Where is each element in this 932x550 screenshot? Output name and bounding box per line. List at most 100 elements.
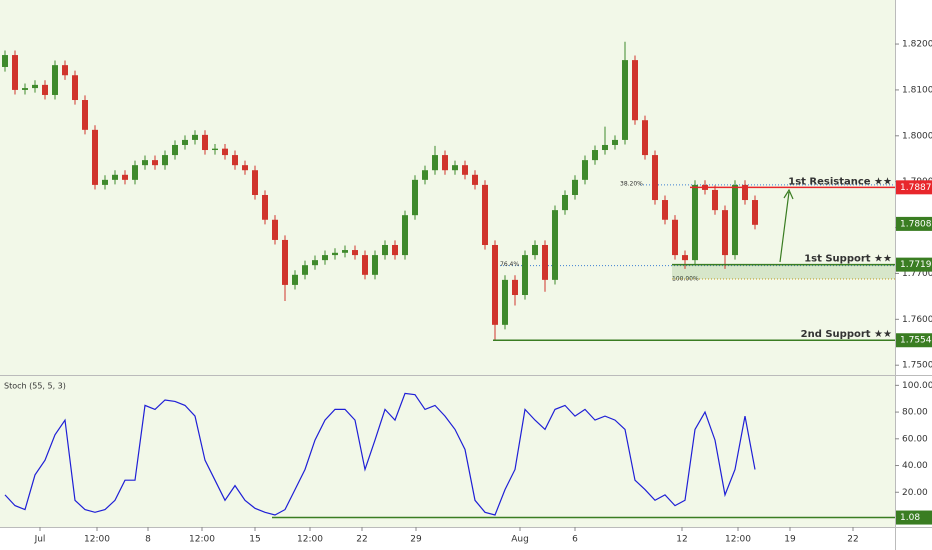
price-label-box	[896, 257, 932, 272]
candle-body	[232, 155, 238, 166]
candle-body	[102, 179, 108, 185]
candle-body	[342, 250, 348, 253]
y-tick-label: 20.00	[902, 488, 928, 498]
candle-body	[52, 65, 58, 95]
x-tick-label: Aug	[511, 535, 529, 545]
candle-body	[222, 148, 228, 156]
level-label: 1st Support ★★	[804, 254, 892, 265]
price-label: 1.75544	[900, 336, 932, 346]
candle-body	[62, 65, 68, 76]
candle-body	[132, 165, 138, 180]
candle-body	[612, 139, 618, 145]
candle-body	[412, 179, 418, 216]
candle-body	[372, 255, 378, 275]
x-tick-label: 8	[145, 535, 151, 545]
level-label: 1st Resistance ★★	[788, 176, 892, 187]
y-tick-label: 60.00	[902, 434, 928, 444]
candle-body	[122, 174, 128, 180]
candle-body	[492, 244, 498, 325]
candle-body	[392, 244, 398, 256]
level-label: 2nd Support ★★	[801, 329, 892, 340]
candle-body	[162, 155, 168, 166]
price-label-box	[896, 333, 932, 348]
candle-body	[512, 279, 518, 296]
y-tick-label: 100.00	[902, 381, 932, 391]
candle-body	[202, 134, 208, 151]
candle-body	[622, 60, 628, 140]
candle-body	[382, 244, 388, 256]
candle-body	[642, 120, 648, 156]
candle-body	[752, 200, 758, 225]
candle-body	[592, 150, 598, 161]
candle-body	[72, 75, 78, 101]
price-label: 1.78080	[900, 219, 932, 229]
candle-body	[172, 144, 178, 156]
y-tick-label: 1.77000	[902, 269, 932, 279]
candle-body	[252, 170, 258, 195]
y-tick-label: 80.00	[902, 408, 928, 418]
x-tick-label: 12:00	[725, 535, 751, 545]
x-tick-label: Jul	[34, 535, 46, 545]
candle-body	[582, 160, 588, 180]
candle-body	[32, 84, 38, 89]
candle-body	[112, 174, 118, 180]
candle-body	[532, 244, 538, 256]
candle-body	[462, 165, 468, 175]
candle-body	[562, 194, 568, 211]
x-tick-label: 22	[847, 535, 858, 545]
candle-body	[722, 210, 728, 256]
price-label: 1.78877	[900, 183, 932, 193]
candle-body	[142, 160, 148, 166]
candle-body	[432, 155, 438, 171]
candle-body	[602, 144, 608, 151]
y-tick-label: 1.75000	[902, 361, 932, 371]
candle-body	[652, 155, 658, 201]
y-tick-label: 1.81000	[902, 85, 932, 95]
candle-body	[152, 160, 158, 166]
x-tick-label: 29	[410, 535, 422, 545]
candle-body	[82, 100, 88, 130]
candle-body	[402, 215, 408, 256]
price-label-box	[896, 180, 932, 195]
candle-body	[482, 184, 488, 245]
candle-body	[352, 250, 358, 256]
x-tick-label: 12:00	[189, 535, 215, 545]
candle-body	[292, 274, 298, 285]
candle-body	[262, 194, 268, 220]
candle-body	[662, 200, 668, 220]
stoch-level-box	[896, 510, 932, 525]
projection-arrow	[779, 188, 794, 263]
candle-body	[672, 219, 678, 256]
fib-label: 100.00%	[672, 275, 699, 282]
candle-body	[312, 260, 318, 266]
candle-body	[42, 84, 48, 95]
candle-body	[692, 184, 698, 261]
plot-background	[0, 0, 895, 527]
stoch-line	[4, 392, 756, 516]
candle-body	[732, 184, 738, 256]
candle-body	[502, 279, 508, 325]
candle-body	[552, 210, 558, 280]
stoch-level-label: 1.08	[900, 513, 920, 523]
candle-body	[182, 139, 188, 145]
candle-body	[442, 155, 448, 171]
y-tick-label: 40.00	[902, 461, 928, 471]
support-zone	[672, 264, 895, 279]
candle-body	[472, 174, 478, 185]
candle-body	[682, 255, 688, 261]
fib-label: 76.4%	[500, 261, 519, 268]
candle-body	[742, 184, 748, 201]
candle-body	[362, 255, 368, 275]
candle-body	[572, 179, 578, 195]
y-tick-label: 1.80000	[902, 131, 932, 141]
candle-body	[712, 189, 718, 211]
fib-label: 38.20%	[620, 180, 643, 187]
stoch-title: Stoch (55, 5, 3)	[4, 382, 66, 391]
x-tick-label: 12:00	[84, 535, 110, 545]
candle-body	[192, 134, 198, 140]
candle-body	[12, 55, 18, 90]
candle-body	[632, 60, 638, 121]
candle-body	[212, 148, 218, 151]
